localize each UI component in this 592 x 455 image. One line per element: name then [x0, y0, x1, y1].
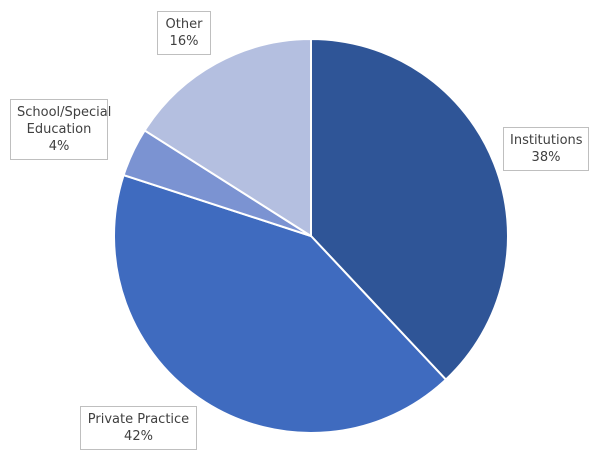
category-label: Private Practice [87, 412, 190, 427]
data-label: Private Practice 42% [80, 406, 197, 450]
category-label: School/Special Education [17, 105, 112, 137]
value-label: 38% [531, 150, 561, 165]
value-label: 16% [169, 34, 199, 49]
pie-slice [310, 37, 509, 382]
category-label: Institutions [510, 133, 583, 148]
pie-slice [143, 37, 312, 238]
value-label: 4% [48, 139, 70, 154]
category-label: Other [165, 17, 203, 32]
pie-slice [113, 173, 448, 434]
data-label: School/Special Education 4% [10, 99, 112, 160]
data-label: Institutions 38% [503, 127, 589, 171]
value-label: 42% [124, 429, 153, 444]
data-label: Other 16% [157, 11, 211, 55]
